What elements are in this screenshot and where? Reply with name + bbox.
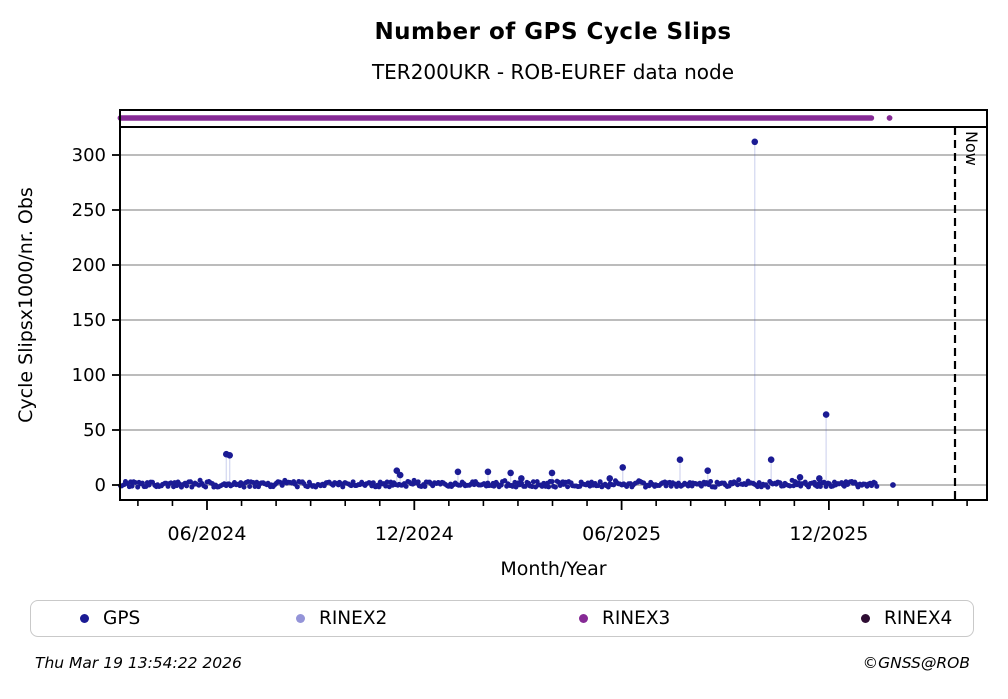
gps-spike-point: [751, 138, 759, 146]
gps-point: [294, 484, 300, 490]
gps-point: [129, 483, 135, 489]
gps-point: [384, 479, 390, 485]
gps-spike-point: [548, 469, 556, 477]
gps-point: [546, 484, 552, 490]
x-tick-label: 06/2025: [582, 523, 661, 545]
gps-point: [168, 480, 174, 486]
gps-point: [247, 484, 253, 490]
gps-point: [350, 479, 356, 485]
gps-point: [708, 478, 714, 484]
gps-point: [552, 484, 558, 490]
y-tick-label: 100: [72, 365, 106, 386]
gps-point: [530, 479, 536, 485]
legend-marker-gps: [80, 613, 89, 623]
gps-point: [712, 484, 718, 490]
gps-last-point: [890, 482, 896, 488]
gps-spike-point: [484, 468, 492, 476]
legend-label: GPS: [103, 607, 141, 629]
gps-point: [597, 479, 603, 485]
legend-item-gps: GPS: [80, 601, 140, 635]
gps-point: [376, 484, 382, 490]
y-axis-label: Cycle Slipsx1000/nr. Obs: [15, 187, 37, 423]
gps-point: [415, 479, 421, 485]
credit-label: ©GNSS@ROB: [862, 654, 970, 672]
gps-point: [821, 479, 827, 485]
gps-point: [403, 483, 409, 489]
x-tick-label: 06/2024: [168, 523, 247, 545]
gps-point: [735, 482, 741, 488]
now-label: Now: [962, 131, 981, 166]
y-tick-label: 300: [72, 145, 106, 166]
x-tick-label: 12/2024: [375, 523, 454, 545]
legend-item-rinex3: RINEX3: [579, 601, 670, 635]
gps-point: [549, 479, 555, 485]
legend-label: RINEX2: [319, 607, 388, 629]
plot-timestamp: Thu Mar 19 13:54:22 2026: [35, 654, 242, 672]
gps-point: [817, 484, 823, 490]
gps-point: [370, 480, 376, 486]
legend-marker-rinex4: [861, 613, 870, 623]
gps-point: [756, 480, 762, 486]
gps-spike-point: [454, 468, 462, 476]
gps-point: [565, 484, 571, 490]
gps-spike-point: [676, 456, 684, 464]
gps-point: [755, 484, 761, 490]
gps-point: [203, 484, 209, 490]
gps-spike-point: [767, 456, 775, 464]
legend-label: RINEX4: [884, 607, 953, 629]
gps-point: [522, 483, 528, 489]
gps-spike-point: [619, 464, 627, 471]
gps-point: [132, 479, 138, 485]
gps-point: [787, 483, 793, 489]
legend-marker-rinex2: [296, 613, 305, 623]
gps-spike-point: [507, 469, 514, 477]
chart-subtitle: TER200UKR - ROB-EUREF data node: [371, 60, 735, 84]
gps-point: [241, 484, 247, 490]
gps-spike-point: [822, 411, 830, 418]
gps-spike-point: [226, 452, 234, 459]
plot-border: [119, 109, 988, 501]
gps-point: [491, 483, 497, 489]
gps-point: [736, 477, 742, 483]
gps-point: [252, 484, 258, 490]
rinex3-point: [886, 115, 893, 121]
gps-spike-point: [796, 474, 804, 481]
y-tick-label: 150: [72, 310, 106, 331]
gps-spike-point: [518, 475, 525, 482]
gps-point: [188, 479, 194, 485]
gps-point: [595, 483, 601, 489]
gps-point: [184, 483, 190, 489]
y-tick-label: 200: [72, 255, 106, 276]
gps-point: [422, 483, 428, 489]
gps-spike-point: [606, 475, 614, 482]
x-axis-label: Month/Year: [500, 558, 606, 580]
gps-spike-point: [816, 475, 823, 482]
legend-label: RINEX3: [602, 607, 671, 629]
gps-spike-point: [396, 471, 404, 479]
gps-point: [502, 478, 508, 484]
gps-spike-point: [704, 467, 712, 475]
gps-point: [135, 484, 141, 490]
gps-point: [874, 483, 880, 489]
x-tick-label: 12/2025: [789, 523, 868, 545]
gps-point: [340, 484, 346, 490]
gps-point: [698, 483, 704, 489]
gps-point: [765, 484, 771, 490]
legend-box: GPS RINEX2 RINEX3 RINEX4: [30, 600, 974, 637]
legend-item-rinex2: RINEX2: [296, 601, 387, 635]
y-tick-label: 0: [95, 475, 106, 496]
y-tick-label: 50: [83, 420, 106, 441]
legend-marker-rinex3: [579, 613, 588, 623]
chart-title: Number of GPS Cycle Slips: [374, 19, 732, 45]
legend-item-rinex4: RINEX4: [861, 601, 952, 635]
y-tick-label: 250: [72, 200, 106, 221]
